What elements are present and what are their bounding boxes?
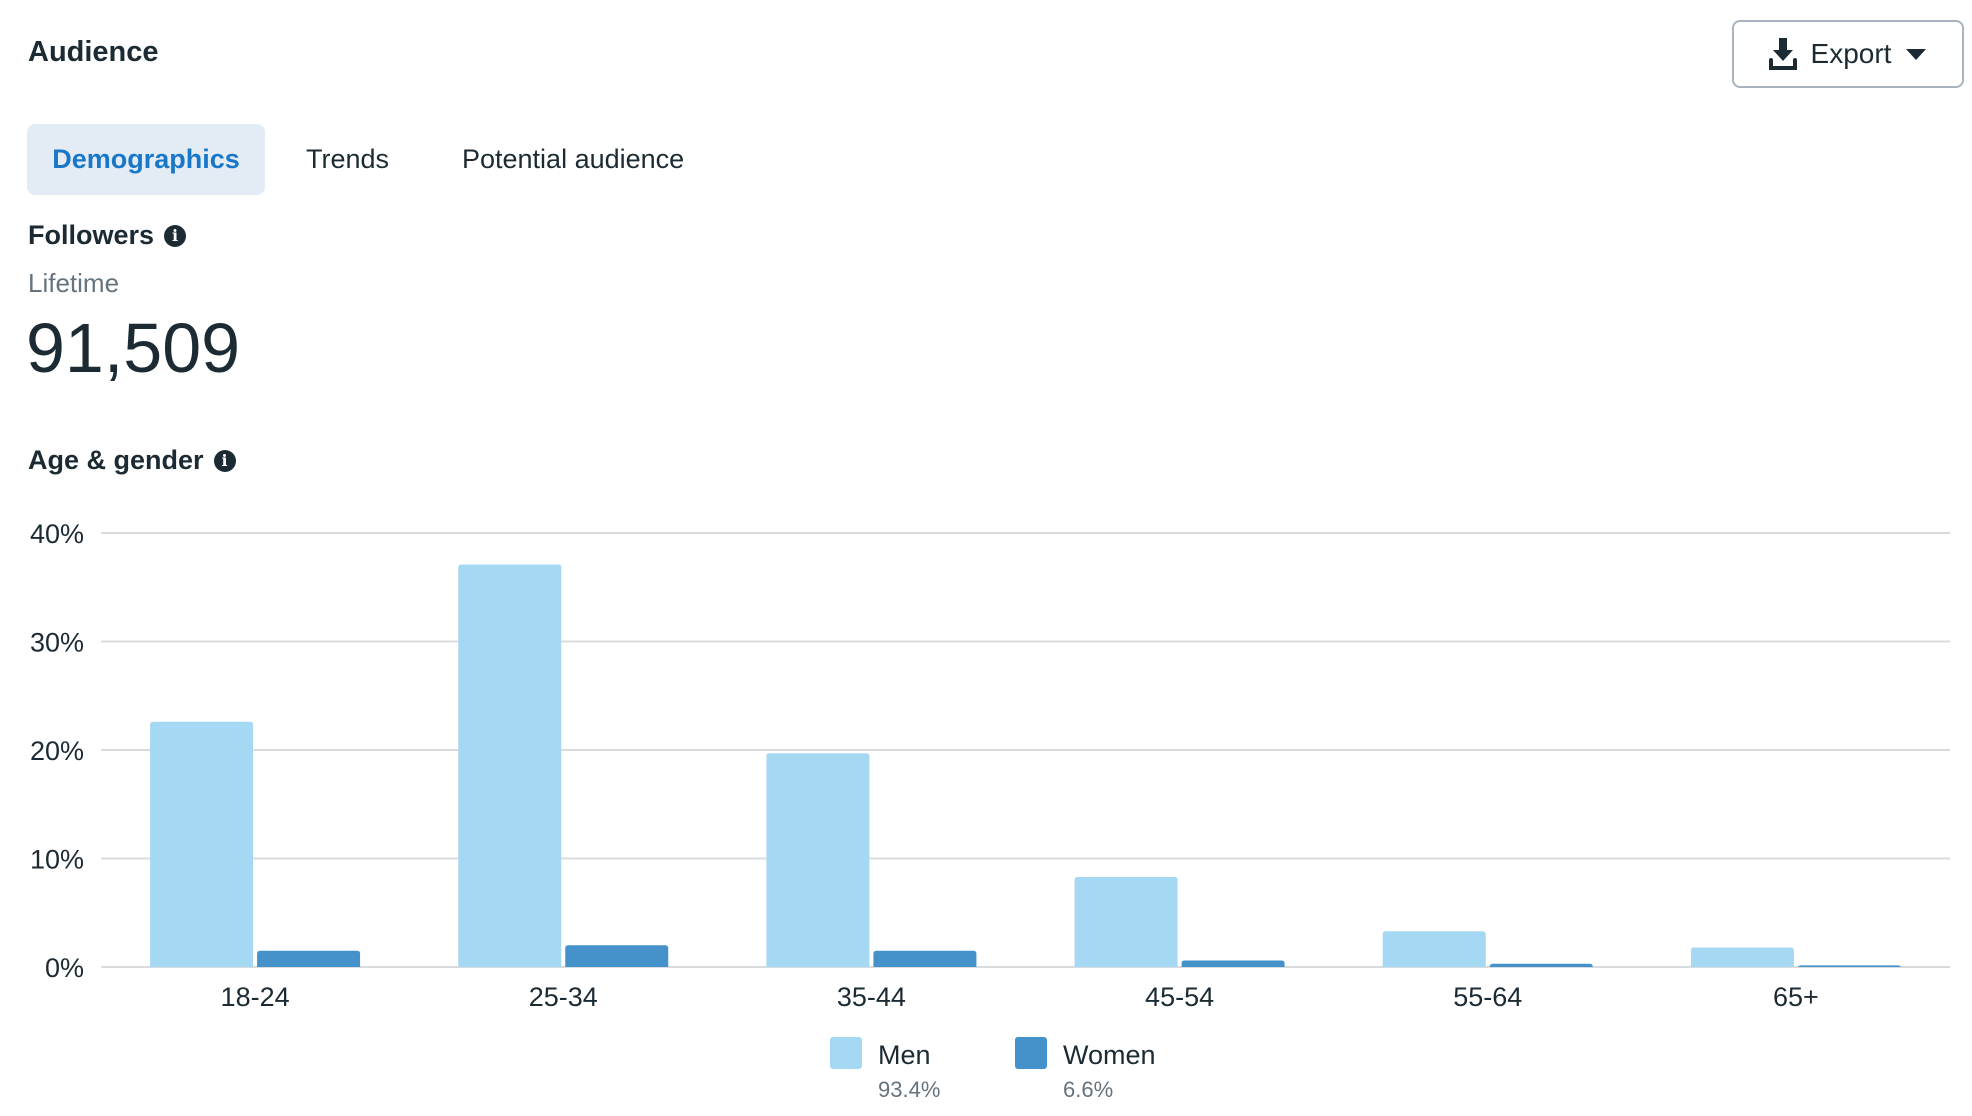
legend-label: Women [1063, 1040, 1156, 1070]
y-tick-label: 0% [45, 953, 84, 983]
bar-women [1489, 963, 1593, 967]
download-icon [1768, 38, 1797, 70]
y-tick-label: 20% [30, 736, 84, 766]
followers-heading: Followers i [28, 220, 187, 251]
legend-total: 6.6% [1063, 1077, 1113, 1102]
age-gender-heading: Age & gender i [28, 445, 236, 476]
x-tick-label: 25-34 [529, 982, 598, 1012]
x-tick-label: 45-54 [1145, 982, 1214, 1012]
followers-count: 91,509 [26, 309, 241, 387]
bar-men [150, 721, 254, 967]
x-tick-label: 55-64 [1453, 982, 1522, 1012]
y-tick-label: 40% [30, 519, 84, 549]
followers-period: Lifetime [28, 268, 120, 298]
bar-women [1797, 965, 1901, 969]
info-icon[interactable]: i [164, 224, 187, 247]
export-label: Export [1810, 38, 1892, 69]
followers-title: Followers [28, 220, 155, 250]
legend-label: Men [878, 1040, 931, 1070]
y-tick-label: 10% [30, 845, 84, 875]
legend-swatch-men [830, 1037, 862, 1069]
bar-men [1690, 947, 1794, 967]
bar-women [565, 945, 669, 967]
age-gender-chart: 0% 10% 20% 30% 40% 18-24 25-34 35-44 45-54 55-64 6… [30, 519, 1950, 1102]
x-tick-label: 65+ [1773, 982, 1819, 1012]
bar-women [873, 950, 977, 967]
bar-men [766, 753, 870, 967]
export-button[interactable]: Export [1732, 20, 1964, 88]
bar-men [1074, 876, 1178, 967]
tab-potential-audience[interactable]: Potential audience [462, 144, 685, 174]
bar-women [1181, 960, 1285, 967]
x-tick-label: 35-44 [837, 982, 906, 1012]
caret-down-icon [1906, 49, 1927, 60]
page-title: Audience [28, 36, 159, 68]
age-gender-title: Age & gender [28, 445, 204, 475]
y-tick-label: 30% [30, 628, 84, 658]
legend-swatch-women [1015, 1037, 1047, 1069]
bar-men [1382, 931, 1486, 967]
info-icon[interactable]: i [213, 449, 236, 472]
bar-women [257, 950, 361, 967]
x-tick-label: 18-24 [221, 982, 290, 1012]
bar-men [458, 564, 562, 967]
tab-demographics[interactable]: Demographics [27, 124, 265, 195]
legend-total: 93.4% [878, 1077, 940, 1102]
tab-trends[interactable]: Trends [306, 144, 390, 174]
